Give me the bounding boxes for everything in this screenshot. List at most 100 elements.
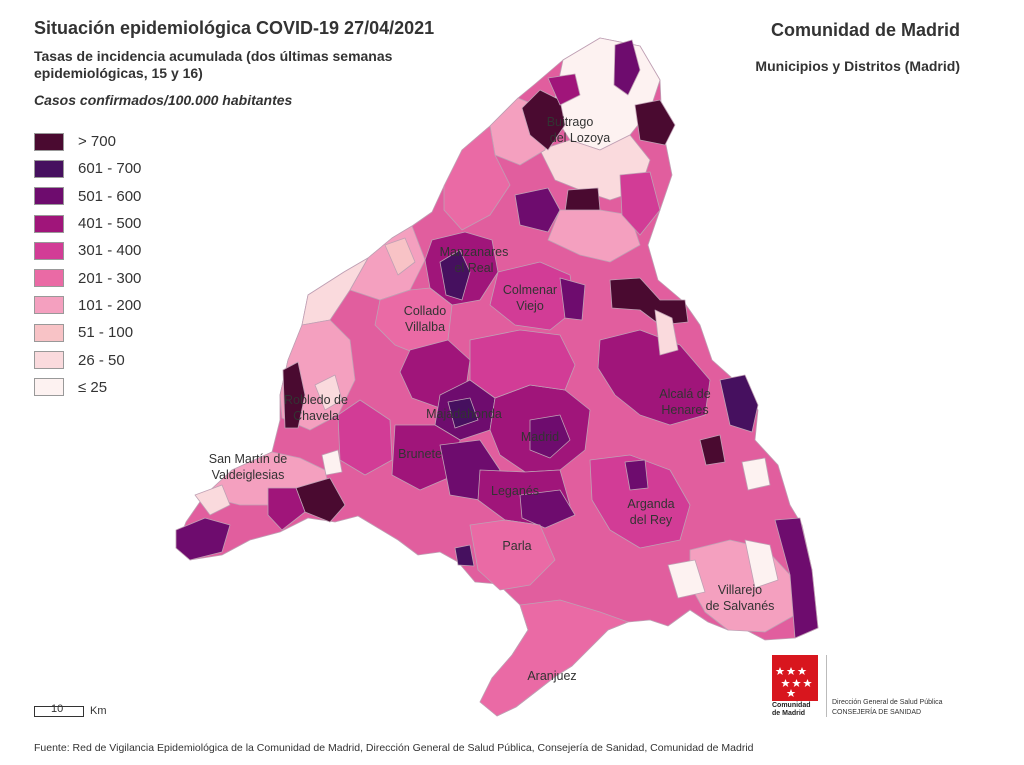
legend-swatch [34,269,64,288]
legend-label: 101 - 200 [78,296,142,314]
region-parla-dark [454,544,475,567]
place-labels: Buitrago del Lozoya Manzanares el Real C… [209,115,775,683]
label-colmenar: Colmenar [503,283,557,297]
legend-label: 26 - 50 [78,351,125,369]
logo-name: Comunidad de Madrid [772,702,811,718]
logo-name-line2: de Madrid [772,710,806,717]
region-colmenar [489,261,576,331]
region-madrid-dark [529,414,571,459]
region-robledo-dark [282,361,306,429]
label-buitrago-line2: del Lozoya [550,131,611,145]
legend-swatch [34,187,64,206]
legend-swatch [34,378,64,397]
label-collado-line2: Villalba [405,320,445,334]
region-ne-dark [634,99,676,146]
label-aranjuez: Aranjuez [527,669,576,683]
logo-divider [826,655,827,717]
region-w-light2 [321,449,343,476]
organization-title: Comunidad de Madrid [771,20,960,40]
label-parla: Parla [502,539,531,553]
region-north-mid [443,125,511,231]
legend-item: 201 - 300 [34,264,141,291]
legend-swatch [34,351,64,370]
legend-swatch [34,159,64,178]
label-sanmartin-line2: Valdeiglesias [212,468,285,482]
legend-item: 301 - 400 [34,237,141,264]
label-buitrago: Buitrago [547,115,594,129]
label-collado: Collado [404,304,446,318]
legend-label: ≤ 25 [78,378,108,396]
label-robledo: Robledo de [284,393,348,407]
region-robledo-light [314,374,343,411]
label-majadahonda: Majadahonda [426,407,502,421]
region-fills [175,37,819,717]
legend-swatch [34,296,64,315]
label-alcala: Alcalá de [659,387,710,401]
region-colmenar-purple [559,277,586,321]
label-colmenar-line2: Viejo [516,299,544,313]
scale-unit: Km [90,705,107,717]
region-east-light [741,457,771,491]
legend-swatch [34,132,64,151]
legend-swatch [34,241,64,260]
label-manzanares: Manzanares [440,245,509,259]
region-villarejo-light [744,539,779,589]
legend-item: ≤ 25 [34,374,141,401]
logo-stars-icon [775,667,812,697]
legend-label: 201 - 300 [78,269,142,287]
scale-bar: 10 Km [34,703,107,717]
legend-item: 401 - 500 [34,210,141,237]
label-manzanares-line2: el Real [455,261,494,275]
legend-item: 601 - 700 [34,155,141,182]
region-n-purple [514,187,561,233]
legend-label: 301 - 400 [78,242,142,260]
label-villarejo: Villarejo [718,583,762,597]
legend-item: 501 - 600 [34,183,141,210]
legend-label: 51 - 100 [78,324,134,342]
region-nw-light [384,237,416,276]
units-caption: Casos confirmados/100.000 habitantes [34,92,293,108]
legend-item: > 700 [34,128,141,155]
legend-swatch [34,323,64,342]
label-alcala-line2: Henares [661,403,708,417]
region-manzanares-dark [439,249,471,301]
label-arganda-line2: del Rey [630,513,673,527]
region-sw-purple [175,517,231,561]
label-robledo-line2: Chavela [293,409,339,423]
logo-name-line1: Comunidad [772,702,811,709]
region-alcala-purple [719,374,759,433]
region-n-pink2 [547,209,641,263]
legend-label: 401 - 500 [78,215,142,233]
region-buitrago-dark [521,89,566,151]
legend-swatch [34,214,64,233]
scale-bar-box: 10 [34,703,84,717]
legend-item: 26 - 50 [34,346,141,373]
region-se-purple [774,517,819,639]
region-east-light2 [654,309,679,356]
region-leganes-purple [519,489,576,529]
label-madrid: Madrid [521,430,559,444]
legend-item: 51 - 100 [34,319,141,346]
label-arganda: Arganda [627,497,674,511]
label-brunete: Brunete [398,447,442,461]
comunidad-madrid-logo [772,655,818,701]
region-se-light [667,559,706,599]
region-arganda-dark [624,459,649,491]
region-parla [469,519,556,591]
region-aranjuez [479,599,629,717]
subtitle: Tasas de incidencia acumulada (dos últim… [34,48,393,81]
label-leganes: Leganés [491,484,539,498]
department-name: Dirección General de Salud Pública [832,699,943,706]
label-villarejo-line2: de Salvanés [706,599,775,613]
legend-label: 601 - 700 [78,160,142,178]
region-madrid-mid [469,329,576,399]
legend-item: 101 - 200 [34,292,141,319]
region-ne-dark3 [609,277,689,326]
region-w-mid [337,399,393,476]
label-sanmartin: San Martín de [209,452,288,466]
source-footer: Fuente: Red de Vigilancia Epidemiológica… [34,742,754,754]
region-top-purple [613,39,641,96]
region-majadahonda-dark [447,397,479,429]
region-east-dark [699,434,726,466]
